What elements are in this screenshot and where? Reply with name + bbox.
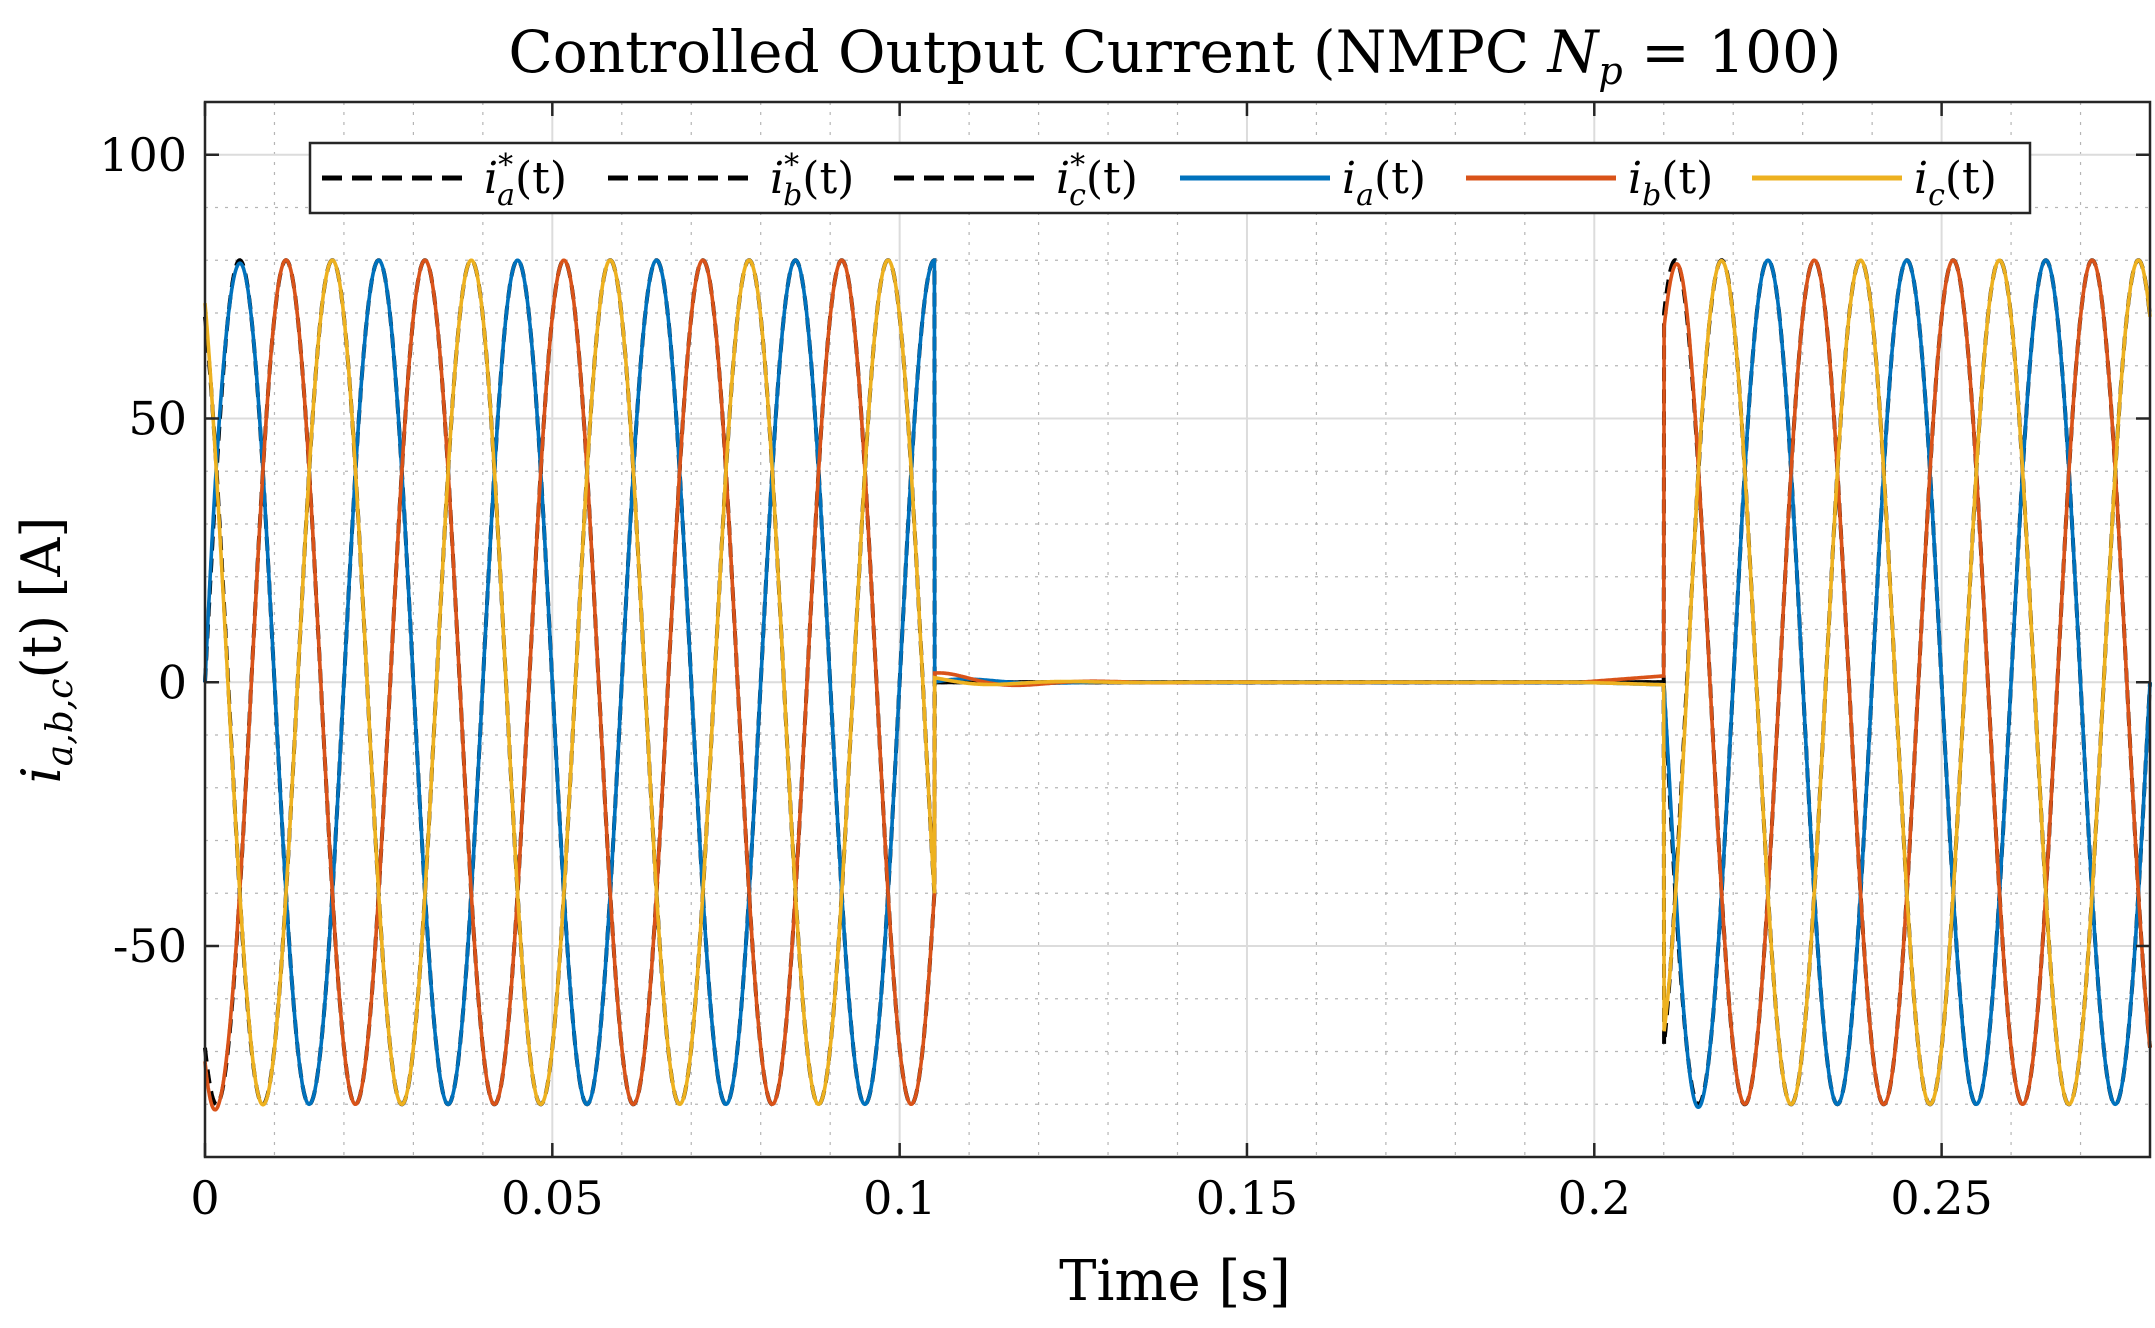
y-axis-label-suffix: (t) [A] [10,517,73,679]
legend-label: ib(t) [1628,153,1713,213]
y-axis-label-symbol: i [10,766,73,783]
series-layer [203,258,2152,1112]
series-line-c [203,258,2152,1107]
legend-box [308,141,2032,215]
chart-title-subscript: p [1598,49,1622,93]
legend-label: i* c(t) [1056,148,1138,213]
x-tick-label: 0 [190,1171,219,1225]
chart-title-suffix: = 100) [1623,18,1842,86]
y-tick-label: 100 [99,128,187,182]
y-tick-label: 50 [128,392,187,446]
x-tick-label: 0.15 [1196,1171,1298,1225]
chart-title-prefix: Controlled Output Current (NMPC [508,18,1547,86]
legend-label: i* a(t) [484,148,567,213]
y-tick-label: -50 [113,919,187,973]
legend-label: ia(t) [1342,153,1426,213]
y-tick-label: 0 [158,655,187,709]
x-axis-label: Time [s] [1059,1249,1291,1314]
chart-title: Controlled Output Current (NMPC Np = 100… [508,18,1841,93]
x-tick-label: 0.1 [863,1171,936,1225]
legend-label: ic(t) [1914,153,1997,213]
y-axis-label-subscript: a,b,c [40,679,81,767]
chart-title-symbol: N [1546,18,1601,86]
plot-area-frame [203,100,2152,1159]
x-tick-label: 0.25 [1890,1171,1992,1225]
axis-ticks: 0 0.05 0.1 0.15 0.2 0.25 -50 0 50 100 [99,102,2150,1225]
x-tick-label: 0.2 [1558,1171,1631,1225]
x-tick-label: 0.05 [501,1171,603,1225]
y-axis-label: ia,b,c(t) [A] [10,517,81,784]
legend-label: i* b(t) [770,148,854,213]
legend: i* a(t) i* b(t) i* c(t) ia(t) ib(t) ic(t) [308,141,2032,215]
